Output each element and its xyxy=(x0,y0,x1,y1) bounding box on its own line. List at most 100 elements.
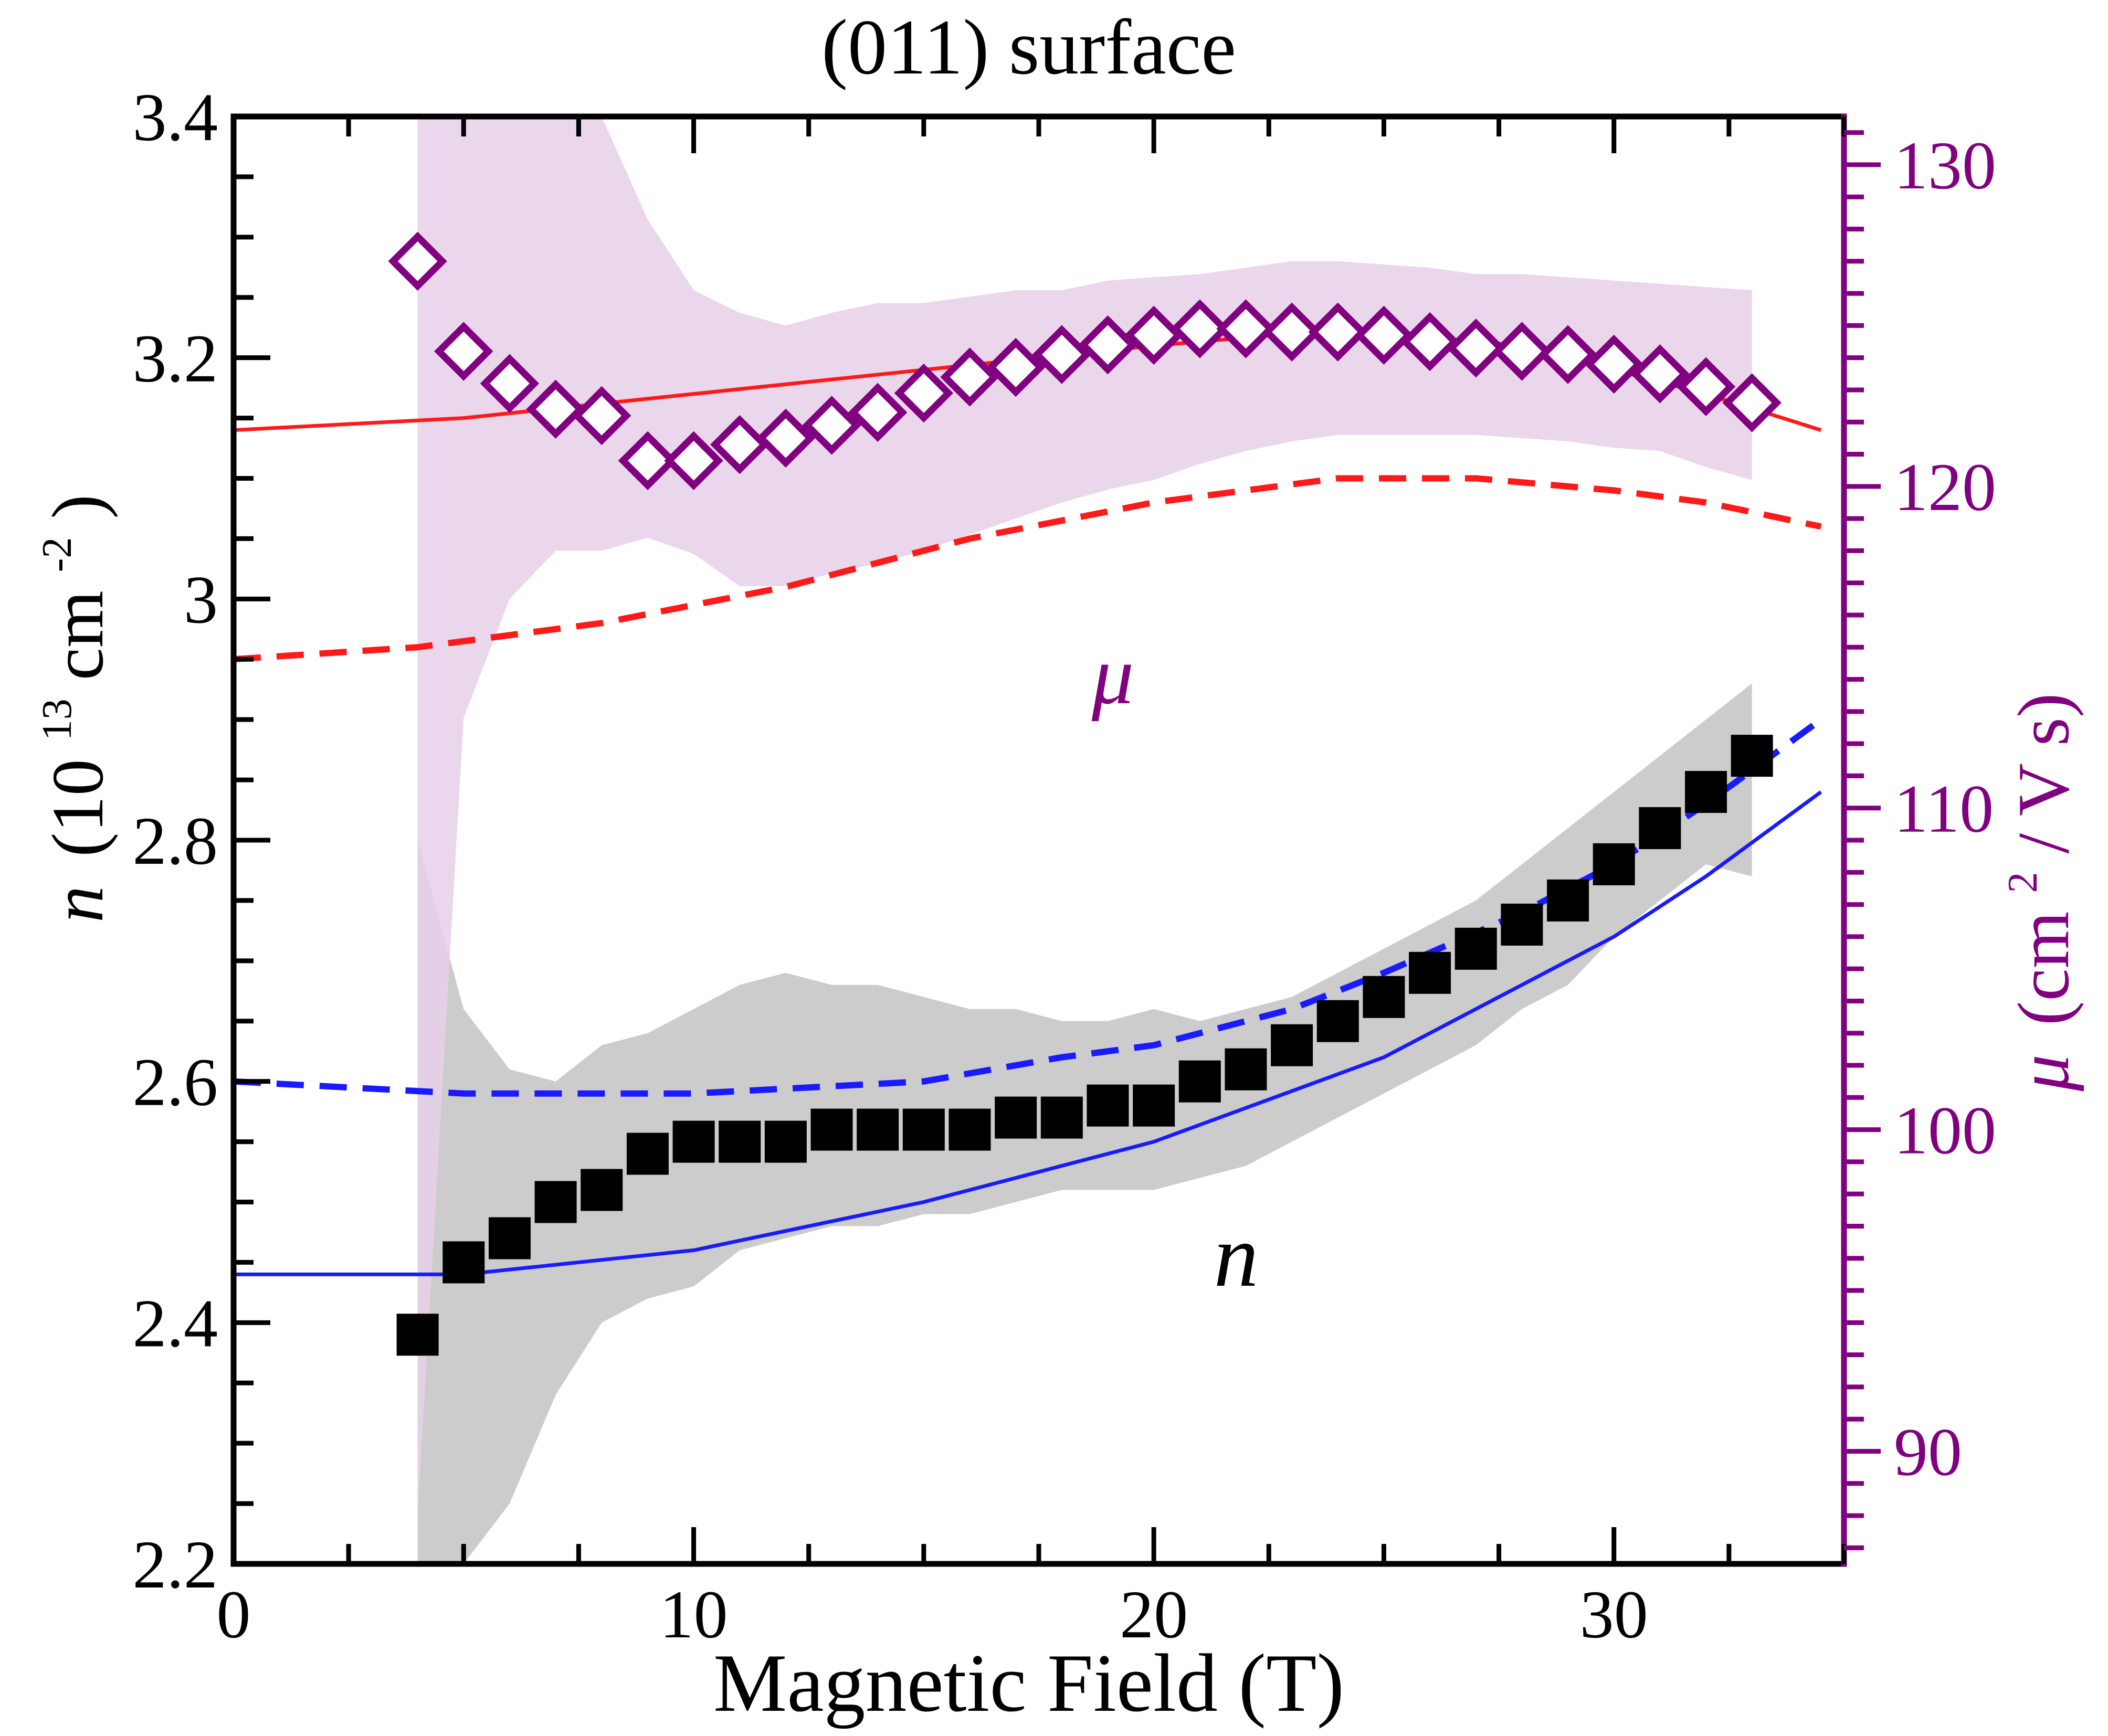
x-axis-label: Magnetic Field (T) xyxy=(713,1637,1344,1729)
n-data-point xyxy=(1409,951,1451,994)
y-right-tick-label: 130 xyxy=(1894,128,1996,204)
y-right-rest: / V s) xyxy=(2003,693,2084,854)
x-tick-label: 30 xyxy=(1580,1577,1648,1653)
n-uncertainty-band xyxy=(417,683,1752,1564)
n-data-point xyxy=(719,1120,761,1163)
n-data-point xyxy=(995,1096,1037,1139)
mu-data-point xyxy=(1262,302,1322,362)
n-data-point xyxy=(1501,903,1543,946)
mu-data-point xyxy=(1722,373,1782,432)
mu-data-point xyxy=(1492,322,1552,381)
n-data-point xyxy=(1178,1060,1221,1103)
mu-data-point xyxy=(526,379,585,439)
mu-data-point xyxy=(802,396,861,455)
y-left-unit-exponent: -2 xyxy=(34,537,80,573)
y-left-tick-label: 3 xyxy=(184,562,218,638)
mu-data-point xyxy=(710,415,770,474)
y-right-tick-label: 120 xyxy=(1894,450,1996,525)
mu-data-point xyxy=(1170,299,1229,358)
n-data-point xyxy=(810,1108,853,1151)
blue-solid-line xyxy=(234,790,1822,1276)
ticks xyxy=(231,114,1881,1566)
annotation-mu: μ xyxy=(1091,628,1134,722)
y-right-tick-label: 100 xyxy=(1894,1093,1996,1169)
n-data-point xyxy=(534,1181,577,1223)
n-data-point xyxy=(581,1169,623,1211)
mu-data-point xyxy=(1032,325,1092,384)
mu-data-point xyxy=(940,347,999,407)
n-data-point xyxy=(902,1108,945,1151)
mu-data-point xyxy=(388,231,447,291)
n-data-point xyxy=(948,1108,991,1151)
y-left-tick-label: 2.6 xyxy=(133,1045,218,1120)
confidence-bands xyxy=(417,117,1752,1564)
n-data-point xyxy=(626,1132,669,1175)
y-axis-left-label: n (10 13 cm -2 ) xyxy=(6,494,119,923)
y-right-tick-label: 110 xyxy=(1894,771,1994,847)
mu-data-point xyxy=(1124,305,1184,365)
y-left-close: ) xyxy=(37,494,119,519)
data-markers xyxy=(388,231,1782,1356)
n-data-point xyxy=(672,1120,715,1163)
mu-data-point xyxy=(1584,334,1643,394)
y-right-exponent: 2 xyxy=(2000,872,2046,893)
y-left-tick-label: 2.8 xyxy=(133,803,218,879)
x-tick-label: 10 xyxy=(660,1577,728,1653)
mu-data-point xyxy=(618,431,678,490)
mu-data-point xyxy=(1676,357,1736,417)
y-right-tick-label: 90 xyxy=(1894,1414,1962,1490)
mu-uncertainty-band xyxy=(417,117,1752,1516)
mu-data-point xyxy=(572,386,631,446)
n-data-point xyxy=(396,1314,439,1356)
mu-data-point xyxy=(1354,305,1414,365)
x-tick-label: 20 xyxy=(1120,1577,1188,1653)
n-data-point xyxy=(764,1120,807,1163)
n-data-point xyxy=(488,1217,531,1259)
y-left-tick-label: 3.4 xyxy=(133,80,218,155)
mu-data-point xyxy=(1078,315,1137,375)
n-data-point xyxy=(1363,976,1405,1018)
mu-data-point xyxy=(1216,299,1276,358)
y-left-tick-label: 3.2 xyxy=(133,321,218,397)
y-right-base: (cm xyxy=(2003,912,2084,1026)
x-tick-label: 0 xyxy=(217,1577,251,1653)
n-data-point xyxy=(442,1241,485,1284)
n-data-point xyxy=(1731,735,1773,777)
mu-data-point xyxy=(1630,344,1690,404)
mu-data-point xyxy=(894,363,954,423)
n-data-point xyxy=(1316,1000,1359,1042)
n-data-point xyxy=(1087,1084,1129,1127)
n-data-point xyxy=(857,1108,899,1151)
y-right-symbol: μ xyxy=(2003,1054,2084,1092)
n-data-point xyxy=(1225,1048,1267,1091)
n-data-point xyxy=(1454,927,1497,970)
mu-data-point xyxy=(480,354,540,413)
n-data-point xyxy=(1547,879,1589,922)
n-data-point xyxy=(1685,771,1727,813)
n-data-point xyxy=(1133,1084,1175,1127)
n-data-point xyxy=(1639,807,1681,850)
y-left-tick-label: 2.4 xyxy=(133,1286,218,1361)
y-left-tick-label: 2.2 xyxy=(133,1527,218,1603)
y-left-symbol: n xyxy=(37,886,119,923)
mu-data-point xyxy=(848,383,908,442)
y-axis-right-label: μ (cm 2 / V s) xyxy=(1972,693,2084,1092)
y-left-unit: cm xyxy=(37,590,119,680)
mu-data-point xyxy=(664,431,723,490)
mu-data-point xyxy=(756,408,816,468)
mu-data-point xyxy=(1308,302,1367,362)
n-data-point xyxy=(1271,1024,1313,1066)
mu-data-point xyxy=(1446,319,1505,378)
mu-data-point xyxy=(1400,312,1460,372)
annotation-n: n xyxy=(1214,1206,1259,1305)
mu-data-point xyxy=(1538,325,1598,384)
n-data-point xyxy=(1593,843,1635,885)
chart-title: (011) surface xyxy=(821,4,1236,91)
red-dashed-line xyxy=(234,475,1822,663)
n-data-point xyxy=(1040,1096,1083,1139)
tick-labels: 0 10 20 30 2.2 2.4 2.6 2.8 3 3.2 3.4 90 100 110 120 130 xyxy=(133,80,1997,1653)
mu-data-point xyxy=(986,337,1046,397)
mu-data-point xyxy=(434,322,493,381)
y-left-base: (10 xyxy=(37,759,119,857)
